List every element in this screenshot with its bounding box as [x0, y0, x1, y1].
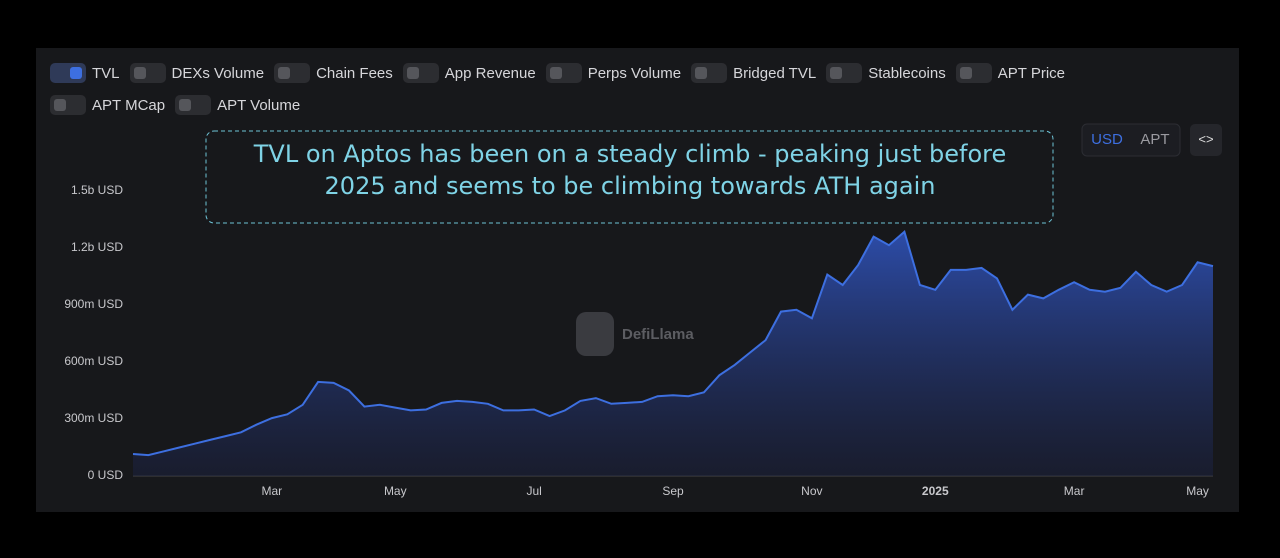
legend-entry[interactable]: TVL: [50, 62, 120, 84]
x-tick-label: Sep: [662, 484, 684, 498]
toggle[interactable]: Perps Volume: [545, 62, 682, 84]
switch[interactable]: [129, 63, 166, 83]
toggle[interactable]: DEXs Volume: [129, 62, 265, 84]
y-tick-label: 1.2b USD: [71, 240, 123, 254]
toggle-label: Bridged TVL: [733, 64, 817, 82]
switch[interactable]: [50, 95, 86, 115]
toggle-label: DEXs Volume: [171, 64, 265, 82]
annotation: TVL on Aptos has been on a steady climb …: [253, 140, 1007, 200]
switch[interactable]: [691, 63, 728, 83]
x-tick-label: May: [384, 484, 407, 498]
toggle-bar: TVL DEXs Volume Chain Fees App Revenue Perp…: [50, 62, 1150, 116]
x-tick-label: Mar: [262, 484, 283, 498]
y-tick-label: 600m USD: [64, 354, 123, 368]
x-tick-label: 2025: [922, 484, 949, 498]
x-tick-label: Jul: [526, 484, 541, 498]
line: [132, 230, 1214, 457]
toggle-label: Stablecoins: [868, 64, 946, 82]
toggle[interactable]: APT MCap: [50, 94, 165, 116]
switch[interactable]: [826, 63, 863, 83]
embed-icon: <>: [1198, 131, 1213, 146]
y-tick-label: 1.5b USD: [71, 183, 123, 197]
switch[interactable]: [545, 63, 582, 83]
toggle-label: APT MCap: [92, 96, 166, 114]
switch[interactable]: [274, 63, 311, 83]
toggle[interactable]: App Revenue: [402, 62, 536, 84]
watermark-text: DefiLlama: [622, 326, 694, 343]
toggle-label: Chain Fees: [316, 64, 393, 82]
x-tick-label: May: [1186, 484, 1209, 498]
legend-label: TVL: [92, 64, 120, 82]
switch[interactable]: [955, 63, 992, 83]
toggle[interactable]: Stablecoins: [826, 62, 946, 84]
toggle-label: APT Volume: [217, 96, 301, 114]
currency-switch: [1081, 123, 1181, 157]
area: [133, 231, 1213, 476]
toggle-label: Perps Volume: [587, 64, 682, 82]
toggle[interactable]: APT Volume: [175, 94, 300, 116]
switch[interactable]: [402, 63, 439, 83]
toggle[interactable]: Bridged TVL: [691, 62, 816, 84]
toggle-label: APT Price: [997, 64, 1065, 82]
toggle[interactable]: APT Price: [955, 62, 1065, 84]
y-tick-label: 0 USD: [88, 468, 124, 482]
watermark: DefiLlama: [576, 312, 694, 356]
annotation-box: [205, 130, 1054, 224]
toggle[interactable]: Chain Fees: [274, 62, 393, 84]
x-tick-label: Mar: [1064, 484, 1085, 498]
y-tick-label: 900m USD: [64, 297, 123, 311]
y-tick-label: 300m USD: [64, 411, 123, 425]
currency-option[interactable]: APT: [1140, 131, 1169, 148]
x-tick-label: Nov: [801, 484, 822, 498]
toggle-label: App Revenue: [444, 64, 536, 82]
currency-option[interactable]: USD: [1091, 131, 1123, 148]
switch[interactable]: [50, 63, 86, 83]
switch[interactable]: [175, 95, 212, 115]
embed-button[interactable]: [1190, 124, 1222, 156]
